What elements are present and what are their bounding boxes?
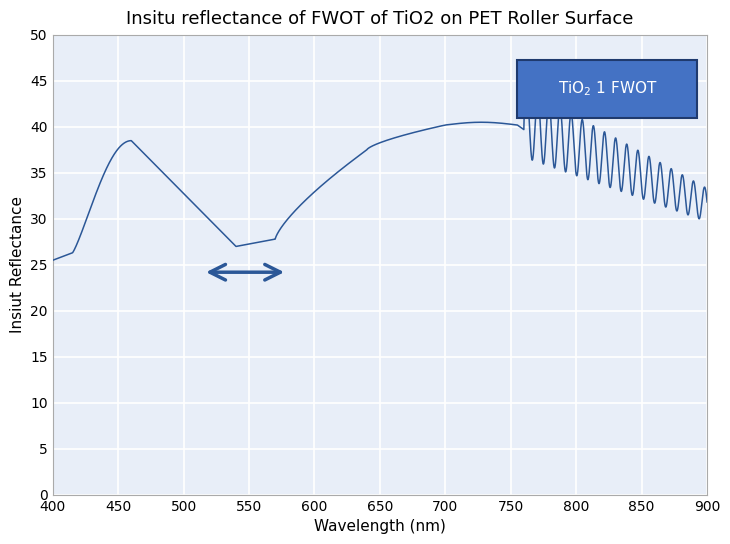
FancyBboxPatch shape xyxy=(518,60,697,118)
Y-axis label: Insiut Reflectance: Insiut Reflectance xyxy=(9,196,25,333)
X-axis label: Wavelength (nm): Wavelength (nm) xyxy=(314,520,446,534)
Text: TiO$_2$ 1 FWOT: TiO$_2$ 1 FWOT xyxy=(558,79,657,98)
Title: Insitu reflectance of FWOT of TiO2 on PET Roller Surface: Insitu reflectance of FWOT of TiO2 on PE… xyxy=(126,10,634,28)
